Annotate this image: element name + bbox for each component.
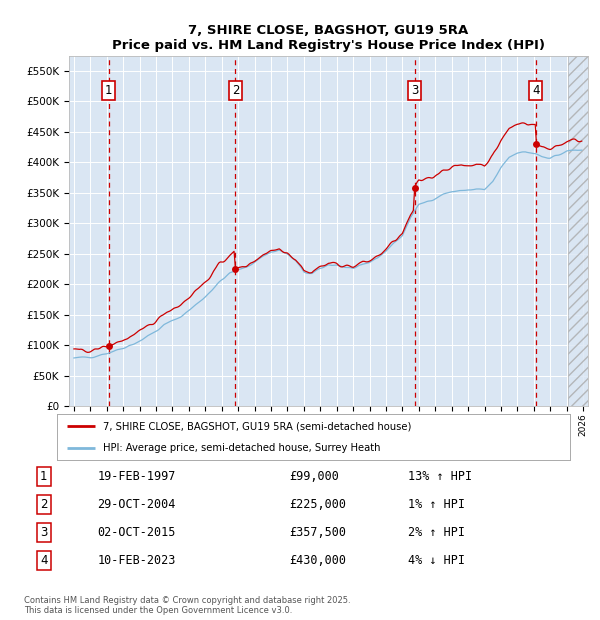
Text: Contains HM Land Registry data © Crown copyright and database right 2025.
This d: Contains HM Land Registry data © Crown c…	[24, 596, 350, 615]
Text: 3: 3	[40, 526, 47, 539]
Text: 2: 2	[232, 84, 239, 97]
Text: 7, SHIRE CLOSE, BAGSHOT, GU19 5RA (semi-detached house): 7, SHIRE CLOSE, BAGSHOT, GU19 5RA (semi-…	[103, 421, 412, 431]
Text: 1% ↑ HPI: 1% ↑ HPI	[407, 498, 464, 511]
Text: 29-OCT-2004: 29-OCT-2004	[97, 498, 176, 511]
Text: £99,000: £99,000	[289, 470, 339, 483]
Text: 4: 4	[532, 84, 539, 97]
Text: 3: 3	[411, 84, 418, 97]
Text: 19-FEB-1997: 19-FEB-1997	[97, 470, 176, 483]
Title: 7, SHIRE CLOSE, BAGSHOT, GU19 5RA
Price paid vs. HM Land Registry's House Price : 7, SHIRE CLOSE, BAGSHOT, GU19 5RA Price …	[112, 24, 545, 52]
Text: 02-OCT-2015: 02-OCT-2015	[97, 526, 176, 539]
Text: 13% ↑ HPI: 13% ↑ HPI	[407, 470, 472, 483]
Text: 10-FEB-2023: 10-FEB-2023	[97, 554, 176, 567]
Text: £430,000: £430,000	[289, 554, 346, 567]
Text: 1: 1	[40, 470, 47, 483]
Text: 2: 2	[40, 498, 47, 511]
Text: 4% ↓ HPI: 4% ↓ HPI	[407, 554, 464, 567]
Text: 1: 1	[105, 84, 112, 97]
Text: HPI: Average price, semi-detached house, Surrey Heath: HPI: Average price, semi-detached house,…	[103, 443, 380, 453]
Text: 4: 4	[40, 554, 47, 567]
Text: £357,500: £357,500	[289, 526, 346, 539]
Text: £225,000: £225,000	[289, 498, 346, 511]
Text: 2% ↑ HPI: 2% ↑ HPI	[407, 526, 464, 539]
